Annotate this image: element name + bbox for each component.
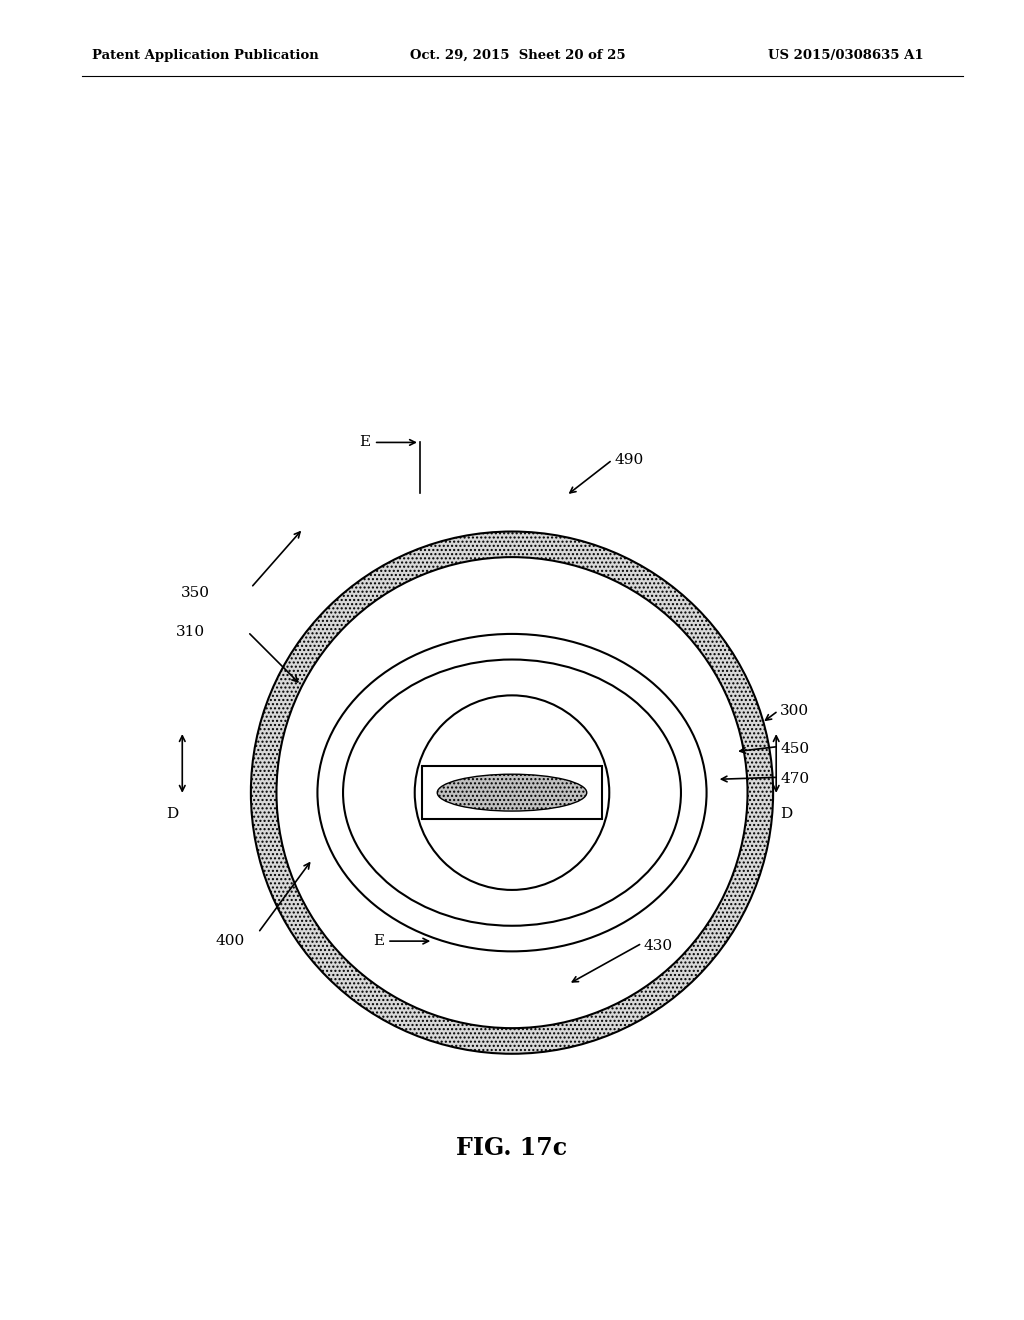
Text: 490: 490 <box>614 453 644 467</box>
Text: 350: 350 <box>181 586 210 601</box>
Text: 310: 310 <box>176 624 205 639</box>
Text: US 2015/0308635 A1: US 2015/0308635 A1 <box>768 49 924 62</box>
Ellipse shape <box>437 775 587 810</box>
Text: FIG. 17c: FIG. 17c <box>457 1137 567 1160</box>
Text: 470: 470 <box>780 772 809 787</box>
Text: 400: 400 <box>215 935 245 948</box>
Text: D: D <box>780 807 793 821</box>
Text: 450: 450 <box>780 742 809 755</box>
Bar <box>422 766 601 820</box>
Text: E: E <box>359 436 371 449</box>
Circle shape <box>276 557 748 1028</box>
Circle shape <box>251 532 773 1053</box>
Text: E: E <box>373 935 384 948</box>
Text: 300: 300 <box>780 704 809 718</box>
Text: Patent Application Publication: Patent Application Publication <box>92 49 318 62</box>
Text: D: D <box>166 807 178 821</box>
Text: Oct. 29, 2015  Sheet 20 of 25: Oct. 29, 2015 Sheet 20 of 25 <box>410 49 626 62</box>
Text: 430: 430 <box>643 940 672 953</box>
